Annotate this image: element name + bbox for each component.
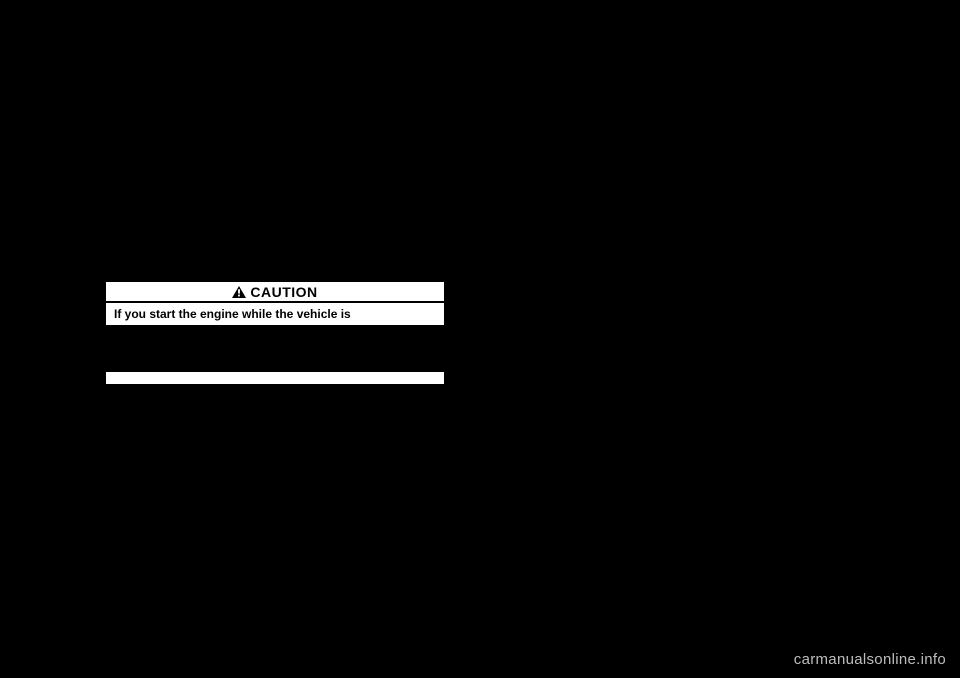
caution-body-text: If you start the engine while the vehicl… <box>106 303 444 325</box>
caution-header: CAUTION <box>106 282 444 303</box>
watermark-text: carmanualsonline.info <box>794 651 946 668</box>
warning-triangle-icon <box>232 286 246 298</box>
page-root: CAUTION If you start the engine while th… <box>0 0 960 678</box>
secondary-box <box>104 370 446 386</box>
caution-box: CAUTION If you start the engine while th… <box>104 280 446 327</box>
caution-label: CAUTION <box>250 284 317 300</box>
